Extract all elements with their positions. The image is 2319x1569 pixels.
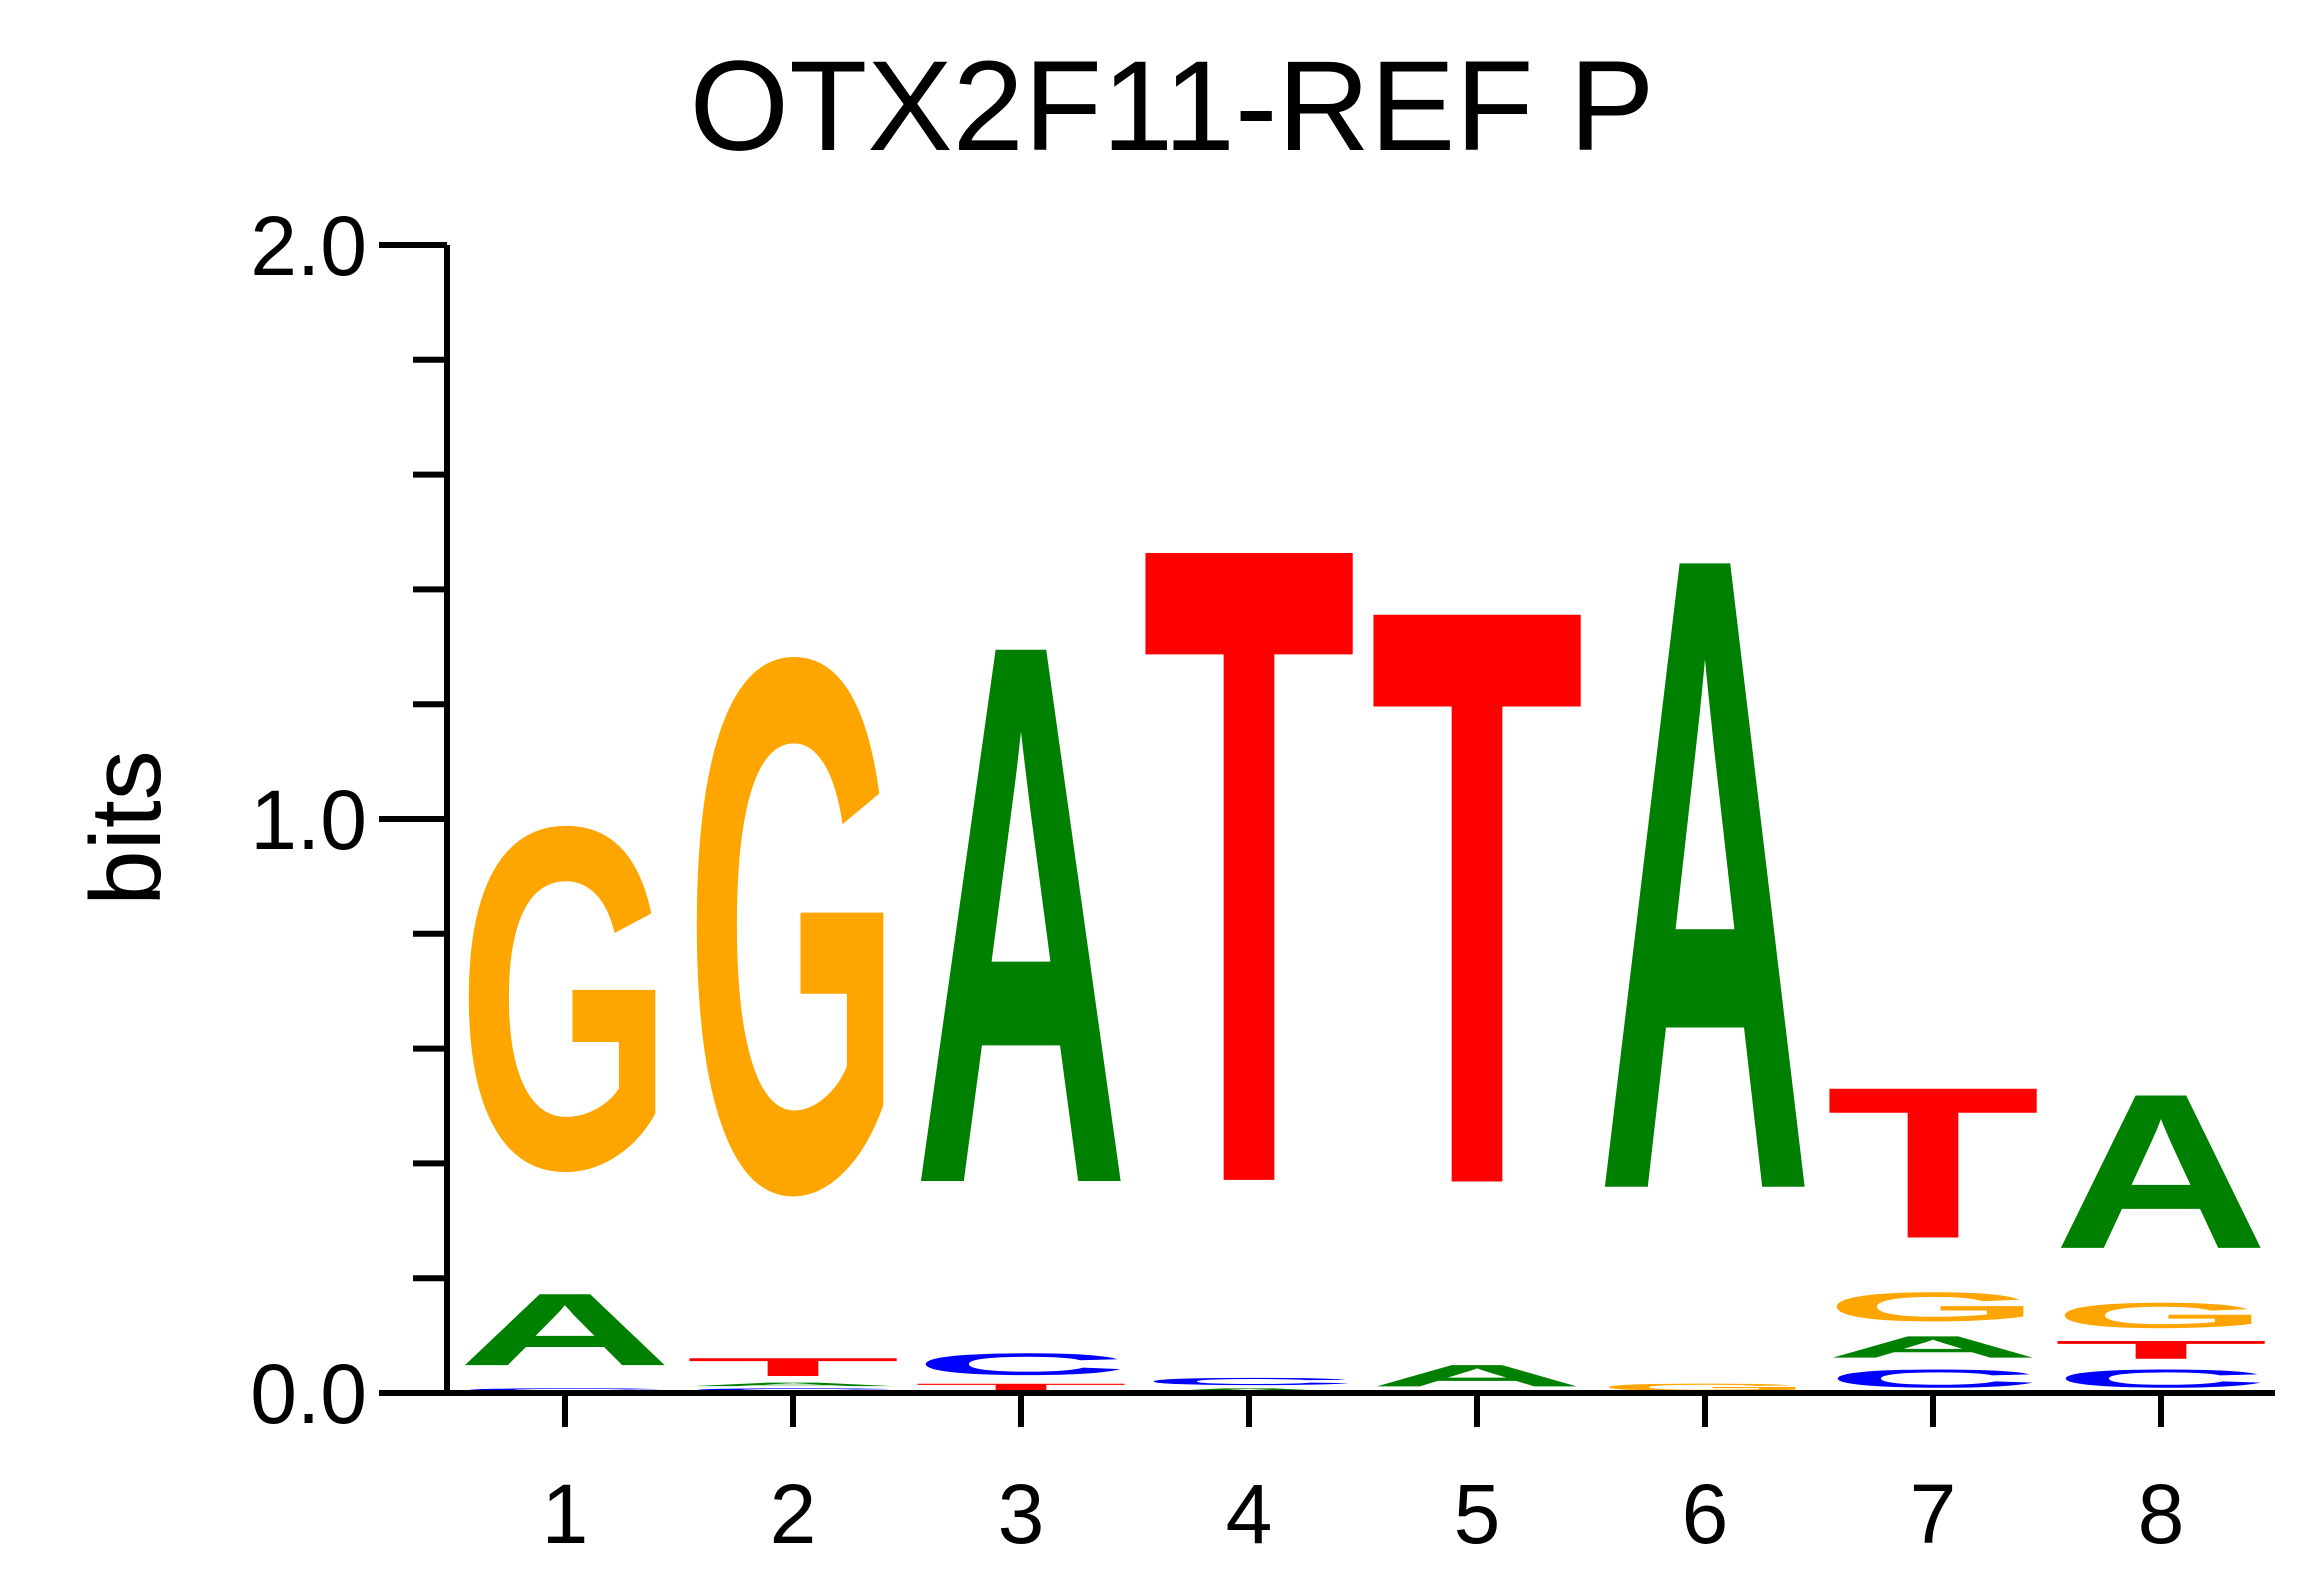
y-tick-label: 2.0 — [250, 199, 367, 293]
position-label: 5 — [1454, 1467, 1501, 1561]
logo-letter-c: C — [1826, 1364, 2041, 1393]
position-label: 1 — [542, 1467, 589, 1561]
axes: 0.0 1.0 2.0 1 2 3 4 5 6 7 8 — [250, 199, 2275, 1561]
logo-letter-c: C — [2054, 1364, 2269, 1393]
logo-letter-g: G — [1598, 1382, 1813, 1393]
position-label: 7 — [1910, 1467, 1957, 1561]
position-label: 2 — [770, 1467, 817, 1561]
logo-letter-g: G — [686, 500, 901, 1351]
position-label: 4 — [1226, 1467, 1273, 1561]
position-label: 3 — [998, 1467, 1045, 1561]
logo-letter-a: A — [1370, 1358, 1585, 1393]
position-label: 8 — [2138, 1467, 2185, 1561]
y-axis-label: bits — [70, 750, 182, 906]
logo-letter-g: G — [2054, 1295, 2269, 1335]
chart-title: OTX2F11-REF P — [690, 35, 1655, 178]
logo-letter-t: T — [2054, 1335, 2269, 1364]
logo-letter-c: C — [914, 1347, 1129, 1382]
logo-letter-t: T — [1370, 438, 1585, 1357]
logo-letter-a: A — [1826, 1330, 2041, 1365]
logo-letter-g: G — [1826, 1284, 2041, 1330]
logo-letter-t: T — [686, 1353, 901, 1382]
logo-letter-a: A — [914, 483, 1129, 1346]
y-tick-label: 1.0 — [250, 773, 367, 867]
logo-letter-c: C — [1142, 1376, 1357, 1388]
logo-letter-a: A — [458, 1272, 673, 1387]
logo-letter-a: A — [1598, 367, 1813, 1379]
logo-letter-t: T — [914, 1381, 1129, 1392]
logo-letter-a: A — [2054, 1048, 2269, 1295]
position-label: 6 — [1682, 1467, 1729, 1561]
logo-letter-a: A — [686, 1381, 901, 1387]
logo-letter-t: T — [1826, 1042, 2041, 1283]
logo-letter-t: T — [1142, 357, 1357, 1374]
logo-letter-g: G — [458, 725, 673, 1272]
y-tick-label: 0.0 — [250, 1347, 367, 1441]
